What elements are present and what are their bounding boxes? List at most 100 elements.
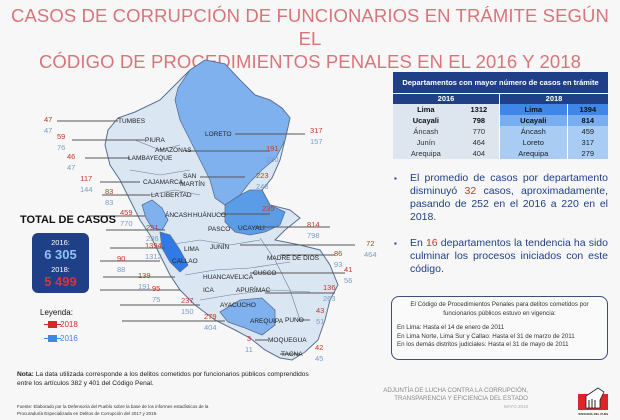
dept-label-ayacucho: AYACUCHO [220,302,256,309]
dept-label-moquegua: MOQUEGUA [268,337,307,344]
value-2016: 464 [364,250,377,259]
value-label-cajamarca: 117 144 [80,173,93,195]
table-title: Departamentos con mayor número de casos … [393,72,608,93]
footer-institution: ADJUNTÍA DE LUCHA CONTRA LA CORRUPCIÓN, … [383,387,528,411]
key-findings: El promedio de casos por departamento di… [394,172,608,289]
legend-title: Leyenda: [40,308,73,317]
value-2018: 46 [67,152,76,161]
value-2018: 251 [146,223,159,232]
source-line-1: Fuente: Elaborado por la Defensoría del … [17,404,209,409]
dept-label-callao: CALLAO [172,258,198,265]
vigencia-box: El Código de Procedimientos Penales para… [391,296,608,360]
cell-value-2018: 459 [566,126,608,137]
title-line-2: CÓDIGO DE PROCEDIMIENTOS PENALES EN EL 2… [38,51,582,72]
table-row: Lima 1312 Lima 1394 [393,104,608,115]
value-label-amazonas: 191 220 [266,143,279,165]
value-label-huanuco: 235 276 [262,203,275,225]
finding-departments: En 16 departamentos la tendencia ha sido… [394,237,608,276]
vigencia-line: En Lima: Hasta el 14 de enero de 2011 [397,324,505,331]
value-2018: 136 [323,283,336,292]
dept-label-ucayali: UCAYALI [238,225,265,232]
value-label-ucayali: 814 798 [307,219,320,241]
dept-label-loreto: LORETO [205,131,232,138]
dept-label-huancavelica: HUANCAVELICA [203,274,254,281]
dept-label-arequipa: AREQUIPA [250,318,284,325]
total-cases-title: TOTAL DE CASOS [20,214,116,226]
dept-label-madre-de-dios: MADRE DE DIOS [267,255,320,262]
cell-value-2016: 1312 [458,104,500,115]
dept-label-tumbes: TUMBES [118,118,146,125]
dept-label-lambayeque: LAMBAYEQUE [128,155,173,162]
value-2016: 150 [181,307,194,316]
dept-label-lima: LIMA [184,246,200,253]
value-label-lambayeque: 46 47 [67,151,75,173]
finding-number: 16 [425,237,438,249]
table-year-2018: 2018 [499,92,608,104]
vigencia-line: En los demás distritos judiciales: Hasta… [397,341,569,348]
page-title: CASOS DE CORRUPCIÓN DE FUNCIONARIOS EN T… [0,4,620,73]
value-2016: 770 [120,219,133,228]
value-2016: 47 [67,163,76,172]
legend-item-2016: 2016 [44,334,78,343]
value-2016: 276 [262,215,275,224]
cell-value-2018: 814 [566,115,608,126]
value-label-cusco: 41 56 [344,264,352,286]
dept-label-amazonas: AMAZONAS [155,147,192,154]
value-label-huancavelica: 139 191 [138,270,151,292]
value-label-san-martin: 223 248 [256,170,269,192]
value-2016: 220 [266,155,279,164]
value-2018: 279 [204,312,217,321]
finding-text: casos, aproximadamente, pasando de 252 e… [410,185,608,223]
cell-dept-2018: Áncash [499,126,568,137]
footer-line-2: TRANSPARENCIA Y EFICIENCIA DEL ESTADO [394,395,528,402]
cell-value-2018: 279 [566,148,608,159]
cell-dept-2016: Arequipa [393,148,459,159]
legend-swatch-blue-icon [44,335,61,342]
dept-label-la-libertad: LA LIBERTAD [151,192,192,199]
total-cases-box: 2016: 6 305 2018: 5 499 [32,233,89,293]
value-label-tacna: 42 45 [315,342,323,364]
note-text: La data utilizada corresponde a los deli… [33,371,309,378]
map-region-loreto [174,59,291,206]
peru-map: TUMBES PIURA LAMBAYEQUE CAJAMARCA LA LIB… [57,59,355,361]
cell-dept-2018: Ucayali [499,115,568,126]
dept-label-cusco: CUSCO [253,270,276,277]
value-2018: 47 [44,115,53,124]
total-2018-value: 5 499 [44,274,77,289]
dept-label-apurimac: APURÍMAC [236,285,271,294]
cell-value-2016: 798 [458,115,500,126]
value-label-madre-de-dios: 86 93 [334,248,342,270]
value-2016: 11 [245,345,253,354]
value-label-ancash: 459 770 [120,207,133,229]
value-2018: 317 [310,126,323,135]
value-2018: 191 [266,144,279,153]
value-label-lima: 1394 1312 [145,240,162,262]
value-label-ica: 95 75 [152,283,160,305]
dept-label-san-martin: SAN [183,173,197,180]
table-year-2016: 2016 [393,92,500,104]
cell-value-2016: 770 [458,126,500,137]
defensoria-logo-icon: DEFENSORÍA DEL PUEBLO [578,387,608,416]
value-2016: 51 [316,317,325,326]
dept-label-junin: JUNÍN [210,242,229,251]
value-label-tumbes: 47 47 [44,114,52,136]
dept-label-huanuco: HUÁNUCO [193,210,226,219]
table-row: Ucayali 798 Ucayali 814 [393,115,608,126]
value-2016: 144 [80,185,93,194]
cell-dept-2016: Lima [393,104,459,115]
cell-dept-2016: Áncash [393,126,459,137]
table-row: Áncash 770 Áncash 459 [393,126,608,137]
value-2018: 86 [334,249,343,258]
note-label: Nota: [17,371,34,378]
cell-dept-2018: Loreto [499,137,568,148]
value-2016: 191 [138,282,151,291]
legend-label: 2018 [60,320,78,329]
value-2016: 83 [105,198,114,207]
value-2018: 1394 [145,241,162,250]
value-2016: 93 [334,260,343,269]
value-2016: 45 [315,354,324,363]
cell-dept-2016: Junín [393,137,459,148]
value-2016: 263 [323,294,336,303]
vigencia-line: En Lima Norte, Lima Sur y Callao: Hasta … [397,332,575,340]
value-label-arequipa: 279 404 [204,311,217,333]
